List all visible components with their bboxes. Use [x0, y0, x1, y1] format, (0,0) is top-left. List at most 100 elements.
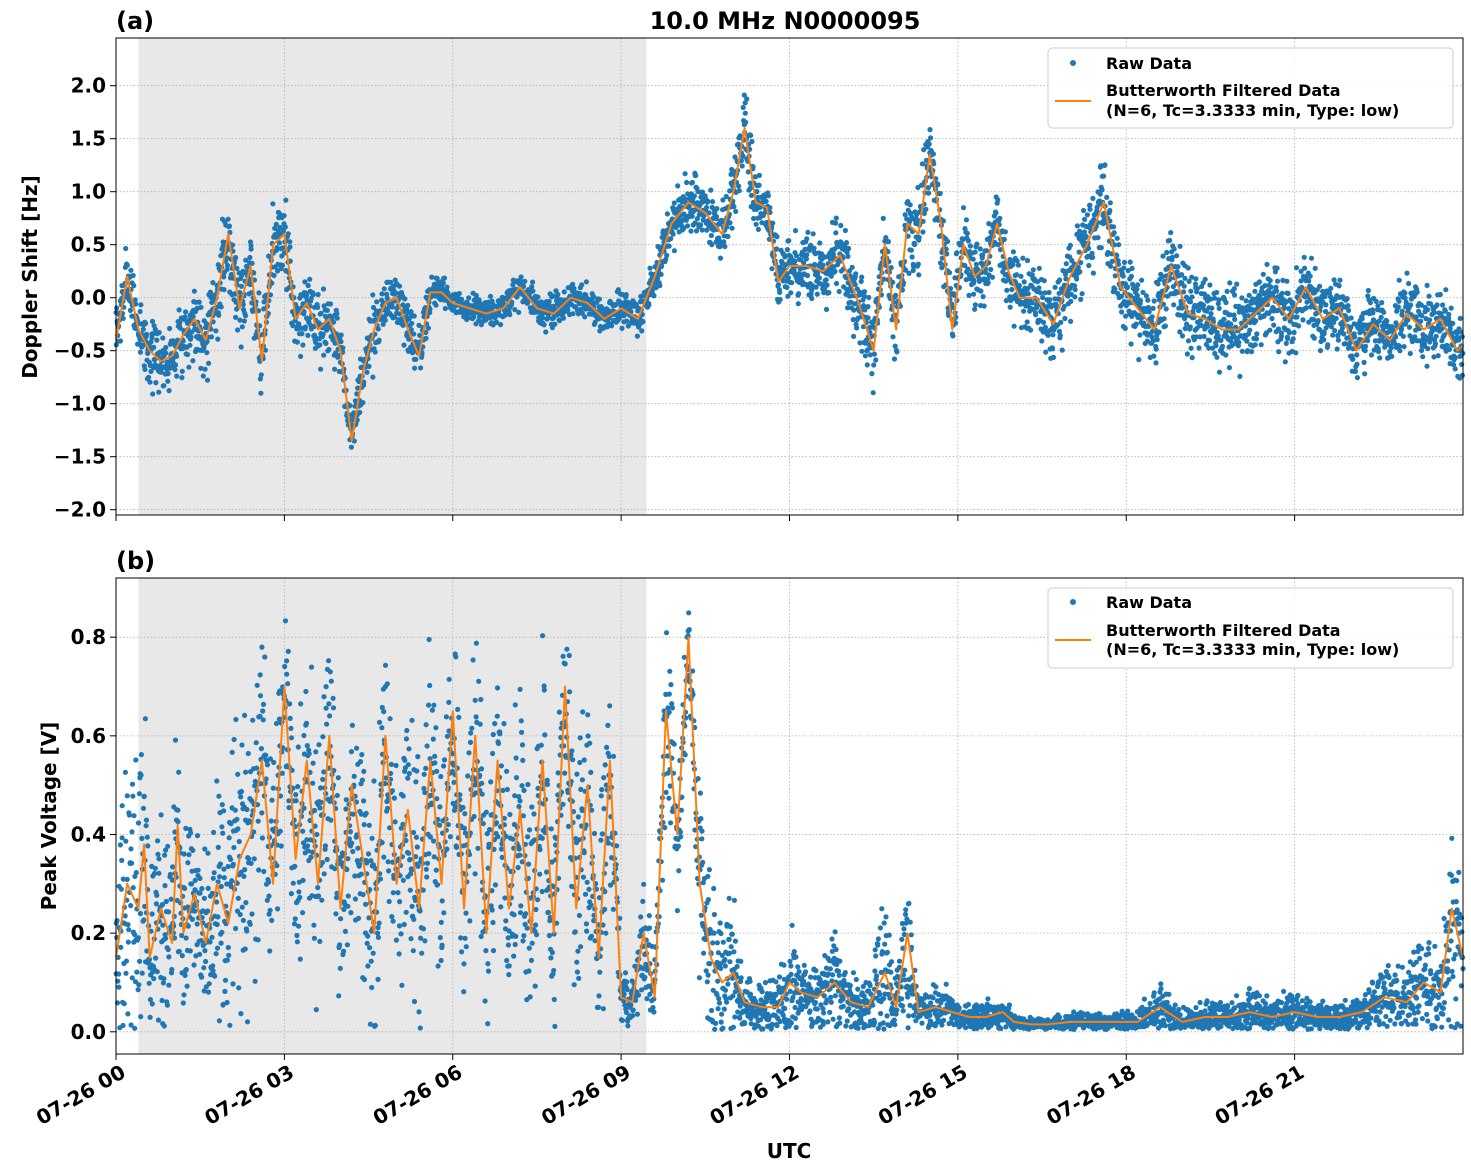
raw-data-point	[170, 864, 176, 870]
raw-data-point	[118, 886, 124, 892]
raw-data-point	[423, 329, 429, 336]
raw-data-point	[1120, 273, 1126, 279]
raw-data-point	[287, 701, 293, 707]
raw-data-point	[1252, 342, 1258, 348]
raw-data-point	[977, 246, 983, 252]
raw-data-point	[221, 875, 227, 881]
raw-data-point	[1306, 278, 1312, 284]
raw-data-point	[154, 337, 160, 343]
raw-data-point	[804, 252, 810, 258]
raw-data-point	[327, 669, 333, 675]
raw-data-point	[318, 366, 324, 372]
raw-data-point	[211, 829, 217, 836]
raw-data-point	[1223, 299, 1229, 306]
raw-data-point	[639, 328, 645, 334]
raw-data-point	[114, 918, 120, 924]
raw-data-point	[116, 971, 122, 977]
raw-data-point	[1350, 356, 1356, 362]
raw-data-point	[292, 863, 298, 869]
raw-data-point	[1333, 315, 1339, 321]
raw-data-point	[257, 672, 263, 678]
raw-data-point	[1111, 224, 1117, 230]
raw-data-point	[646, 302, 652, 308]
raw-data-point	[324, 721, 330, 727]
panel-a-label: (a)	[116, 7, 154, 35]
raw-data-point	[174, 373, 180, 379]
raw-data-point	[784, 247, 791, 253]
raw-data-point	[123, 245, 129, 252]
raw-data-point	[530, 288, 536, 294]
raw-data-point	[256, 867, 262, 873]
raw-data-point	[1068, 298, 1074, 304]
raw-data-point	[210, 963, 216, 969]
raw-data-point	[1446, 346, 1453, 352]
raw-data-point	[756, 182, 762, 188]
raw-data-point	[156, 870, 162, 876]
raw-data-point	[926, 190, 932, 196]
raw-data-point	[1116, 242, 1122, 248]
raw-data-point	[149, 335, 155, 341]
raw-data-point	[1378, 314, 1384, 320]
raw-data-point	[271, 272, 277, 279]
raw-data-point	[216, 793, 222, 799]
raw-data-point	[120, 1022, 126, 1029]
raw-data-point	[194, 833, 201, 839]
raw-data-point	[1334, 346, 1340, 352]
raw-data-point	[165, 370, 171, 377]
raw-data-point	[755, 226, 762, 232]
raw-data-point	[1137, 332, 1143, 338]
raw-data-point	[845, 253, 851, 259]
raw-data-point	[792, 258, 798, 264]
raw-data-point	[326, 658, 332, 664]
raw-data-point	[229, 749, 235, 755]
raw-data-point	[1150, 305, 1156, 311]
raw-data-point	[255, 937, 261, 943]
raw-data-point	[258, 390, 264, 396]
raw-data-point	[148, 368, 154, 374]
raw-data-point	[923, 206, 929, 212]
raw-data-point	[310, 780, 316, 786]
raw-data-point	[234, 816, 240, 823]
raw-data-point	[330, 319, 337, 325]
raw-data-point	[1397, 348, 1403, 354]
raw-data-point	[217, 861, 223, 867]
raw-data-point	[1315, 318, 1321, 324]
raw-data-point	[138, 302, 144, 308]
raw-data-point	[336, 993, 342, 999]
raw-data-point	[119, 803, 125, 809]
raw-data-point	[1308, 255, 1315, 261]
raw-data-point	[1206, 337, 1213, 344]
raw-data-point	[1437, 291, 1443, 298]
raw-data-point	[254, 682, 260, 688]
raw-data-point	[241, 318, 247, 324]
raw-data-point	[1269, 315, 1275, 322]
raw-data-point	[1010, 262, 1016, 268]
raw-data-point	[1291, 329, 1297, 336]
raw-data-point	[1175, 264, 1181, 270]
raw-data-point	[684, 223, 691, 229]
raw-data-point	[1171, 302, 1177, 308]
raw-data-point	[1015, 262, 1022, 268]
raw-data-point	[300, 342, 306, 348]
raw-data-point	[1200, 302, 1207, 308]
raw-data-point	[688, 228, 694, 234]
raw-data-point	[731, 203, 737, 210]
raw-data-point	[230, 861, 236, 867]
raw-data-point	[117, 338, 124, 344]
raw-data-point	[1426, 293, 1432, 299]
raw-data-point	[1104, 194, 1110, 200]
raw-data-point	[194, 921, 200, 927]
raw-data-point	[133, 757, 139, 763]
raw-data-point	[1004, 287, 1010, 293]
raw-data-point	[1407, 350, 1413, 357]
raw-data-point	[313, 1007, 319, 1013]
raw-data-point	[297, 956, 303, 962]
raw-data-point	[280, 228, 287, 234]
raw-data-point	[442, 305, 448, 312]
raw-data-point	[1179, 333, 1186, 339]
raw-data-point	[203, 958, 209, 965]
raw-data-point	[338, 339, 344, 345]
raw-data-point	[890, 334, 896, 340]
raw-data-point	[892, 343, 898, 349]
